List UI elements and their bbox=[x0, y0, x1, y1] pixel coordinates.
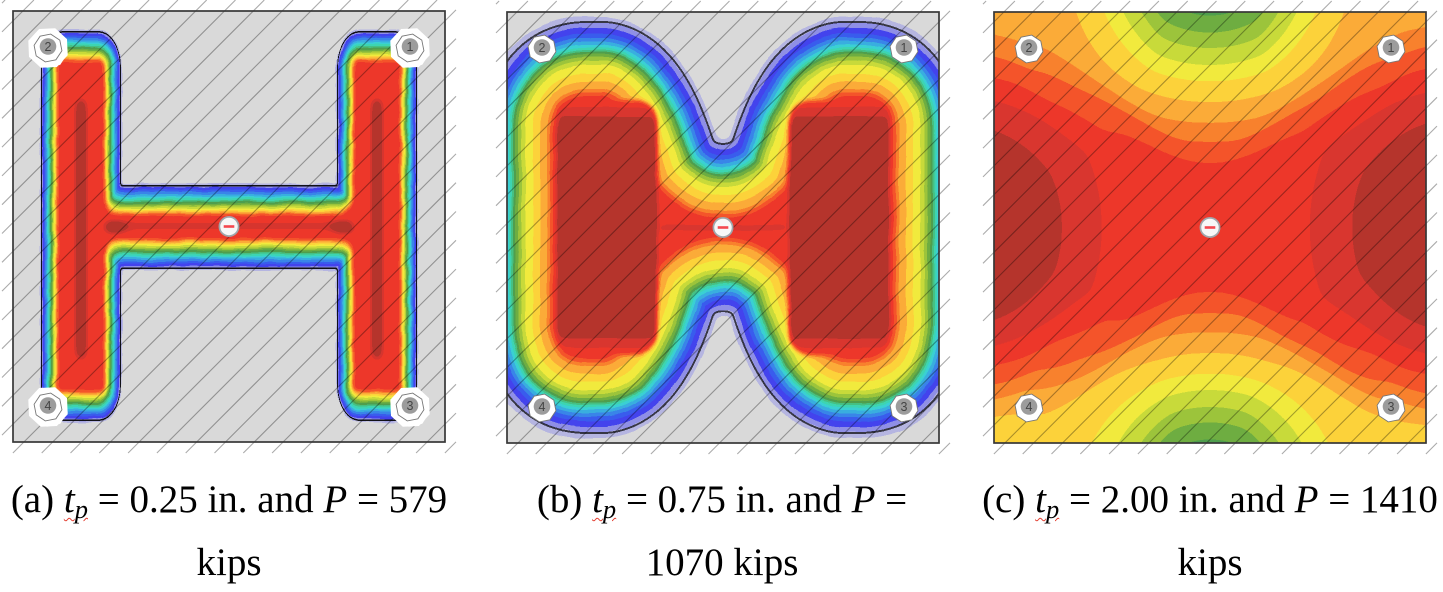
svg-text:1: 1 bbox=[1388, 41, 1395, 55]
svg-text:1: 1 bbox=[407, 40, 414, 54]
svg-text:4: 4 bbox=[45, 399, 52, 413]
svg-text:2: 2 bbox=[45, 40, 52, 54]
svg-text:2: 2 bbox=[539, 41, 546, 55]
svg-text:3: 3 bbox=[1388, 400, 1395, 414]
svg-text:3: 3 bbox=[901, 400, 908, 414]
svg-text:1: 1 bbox=[901, 41, 908, 55]
svg-text:2: 2 bbox=[1026, 41, 1033, 55]
svg-text:3: 3 bbox=[407, 399, 414, 413]
svg-text:4: 4 bbox=[539, 400, 546, 414]
svg-text:4: 4 bbox=[1026, 400, 1033, 414]
